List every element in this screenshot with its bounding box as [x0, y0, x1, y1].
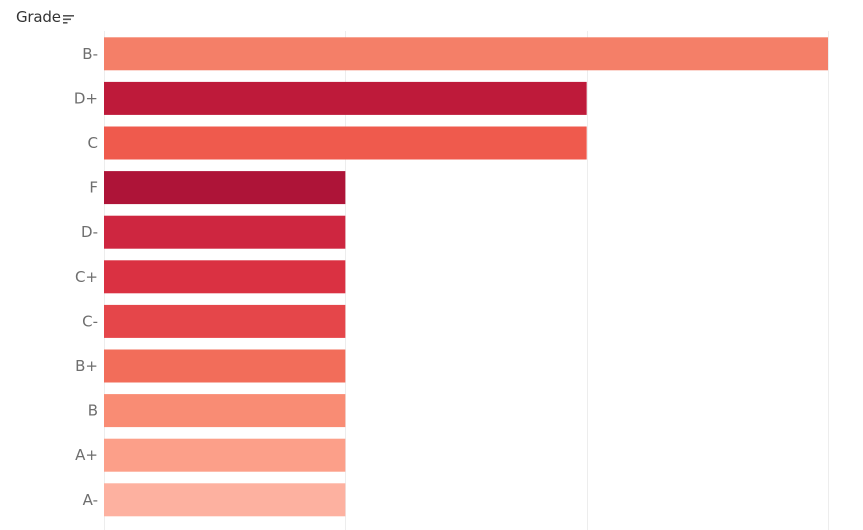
bar-A+[interactable] — [104, 438, 346, 472]
grade-field-label: Grade — [16, 8, 61, 26]
bar-C-[interactable] — [104, 304, 346, 338]
bars — [104, 37, 828, 517]
category-label-B+: B+ — [75, 357, 98, 375]
bar-C+[interactable] — [104, 260, 346, 294]
category-label-C: C — [88, 134, 98, 152]
bar-D+[interactable] — [104, 81, 587, 115]
category-label-B: B — [88, 402, 98, 420]
sort-descending-icon[interactable] — [62, 15, 75, 25]
category-label-F: F — [89, 179, 98, 197]
bar-B-[interactable] — [104, 37, 828, 71]
category-label-B-: B- — [82, 45, 98, 63]
bar-F[interactable] — [104, 171, 346, 205]
category-labels: B- D+ C F D- C+ C- B+ B A+ A- — [74, 45, 98, 509]
category-label-C-: C- — [82, 312, 98, 330]
category-label-C+: C+ — [75, 268, 98, 286]
category-label-A+: A+ — [75, 446, 98, 464]
bar-D-[interactable] — [104, 215, 346, 249]
category-label-D+: D+ — [74, 89, 98, 107]
bar-C[interactable] — [104, 126, 587, 160]
grade-field-header[interactable]: Grade — [16, 6, 75, 28]
category-label-A-: A- — [83, 491, 98, 509]
category-label-D-: D- — [81, 223, 98, 241]
bar-B+[interactable] — [104, 349, 346, 383]
bar-A-[interactable] — [104, 483, 346, 517]
bar-B[interactable] — [104, 394, 346, 428]
